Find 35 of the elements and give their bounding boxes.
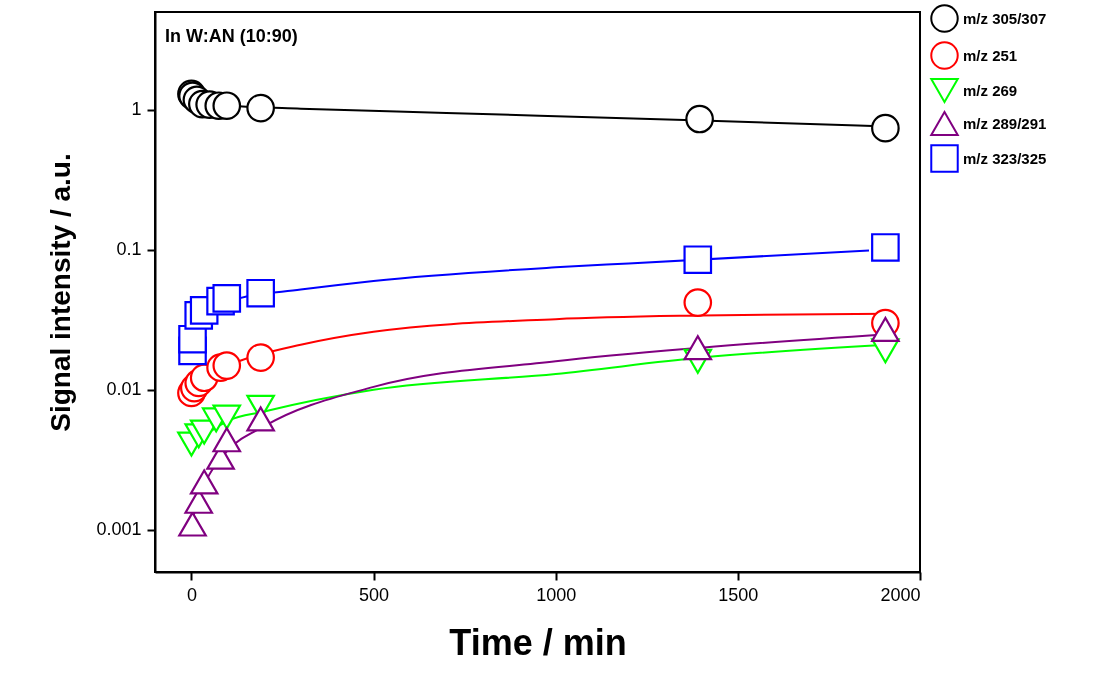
y-tick-label: 0.01	[106, 379, 142, 400]
x-tick-label: 1500	[718, 584, 759, 605]
legend-label: m/z 269	[963, 81, 1018, 99]
legend-label: m/z 251	[963, 46, 1018, 64]
y-tick-label: 1	[131, 99, 142, 120]
legend-label: m/z 289/291	[963, 114, 1047, 132]
x-tick-label: 1000	[536, 584, 577, 605]
point	[871, 233, 900, 262]
point	[683, 335, 713, 361]
legend-label: m/z 323/325	[963, 149, 1047, 167]
y-tick-label: 0.001	[96, 519, 142, 540]
point	[683, 288, 713, 317]
x-tick-label: 2000	[880, 584, 921, 605]
point	[212, 427, 242, 453]
point	[685, 104, 714, 134]
y-tick-label: 0.1	[116, 239, 142, 260]
point	[212, 404, 242, 430]
point	[871, 316, 900, 343]
point	[189, 469, 219, 495]
point	[246, 343, 275, 372]
point	[212, 351, 242, 380]
annotation: In W:AN (10:90)	[165, 26, 298, 46]
legend-label: m/z 305/307	[963, 9, 1047, 27]
point	[212, 91, 242, 121]
x-axis-title: Time / min	[449, 621, 627, 663]
point	[683, 245, 713, 275]
x-tick-label: 500	[359, 584, 390, 605]
x-tick-label: 0	[186, 584, 197, 605]
point	[212, 284, 242, 313]
y-axis-title: Signal intensity / a.u.	[45, 153, 77, 432]
point	[871, 113, 900, 143]
point	[246, 278, 275, 308]
point	[178, 511, 207, 537]
point	[246, 93, 275, 123]
point	[246, 406, 275, 432]
